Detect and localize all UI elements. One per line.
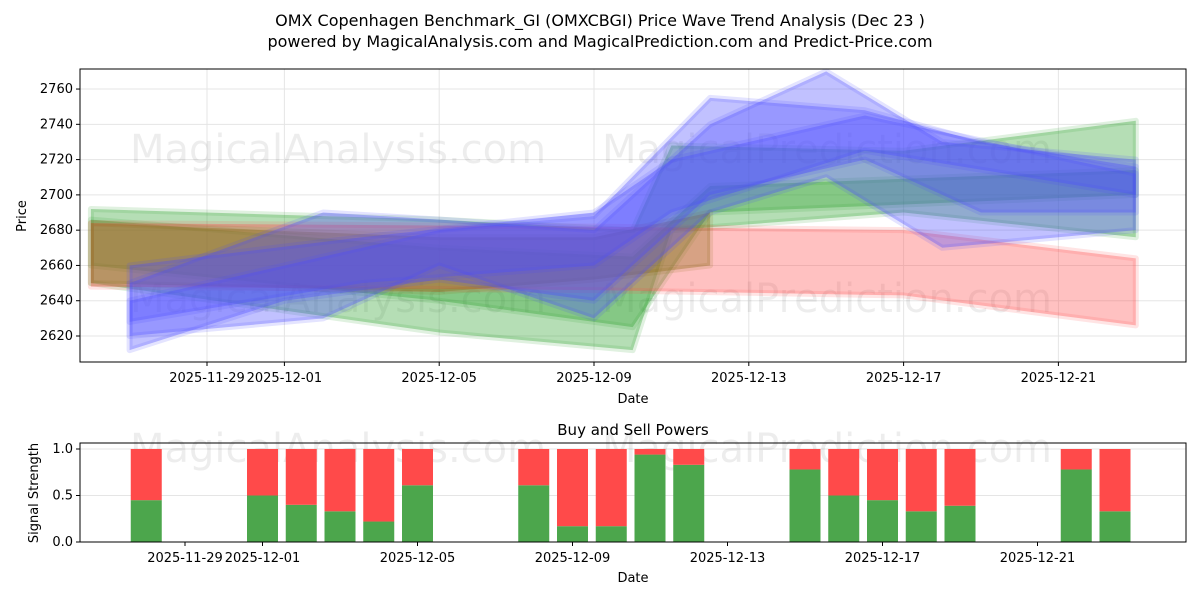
x-tick-label: 2025-12-09: [535, 551, 611, 566]
plot-frame: [79, 68, 1187, 363]
buy-bar: [557, 526, 588, 542]
x-tick-label: 2025-11-29: [169, 371, 245, 386]
y-tick-label: 2720: [40, 153, 73, 168]
buy-bar: [867, 500, 898, 542]
watermark: MagicalAnalysis.com: [130, 276, 546, 322]
buy-bar: [130, 500, 162, 542]
sell-bar: [285, 449, 317, 505]
sell-bar: [828, 449, 860, 496]
buy-bar: [247, 495, 278, 542]
y-tick-label: 0.0: [52, 535, 73, 550]
watermark: MagicalPrediction.com: [602, 426, 1052, 472]
sell-bar: [1099, 449, 1131, 512]
price-band: [87, 117, 1139, 354]
sell-bar: [1060, 449, 1092, 470]
sell-bar: [557, 449, 588, 527]
sell-bar: [247, 449, 278, 496]
buy-bar: [944, 505, 976, 542]
y-tick-label: 2700: [40, 188, 73, 203]
y-tick-label: 2680: [40, 223, 73, 238]
buy-bar: [828, 495, 860, 542]
y-tick-label: 2640: [40, 294, 73, 309]
price-chart: 2620 2640 2660 2680 2700 2720 2740 2760 2025-11-…: [15, 68, 1187, 407]
signal-chart: Buy and Sell Powers0.00.51.0MagicalAnaly…: [27, 421, 1187, 586]
buy-bar: [789, 469, 821, 542]
buy-bar: [634, 454, 666, 542]
plot-frame: [79, 442, 1187, 543]
sell-bar: [944, 449, 976, 506]
sell-bar: [324, 449, 356, 512]
x-tick-label: 2025-12-09: [556, 371, 632, 386]
sell-bar: [905, 449, 937, 512]
price-band: [126, 112, 1139, 325]
sell-bar: [363, 449, 395, 522]
buy-bar: [1060, 469, 1092, 542]
price-band: [87, 220, 1139, 329]
x-axis-label: Date: [617, 392, 648, 407]
sell-bar: [789, 449, 821, 470]
y-axis-label: Price: [15, 200, 30, 232]
x-axis-label: Date: [617, 571, 648, 586]
sell-bar: [130, 449, 162, 501]
chart-title: OMX Copenhagen Benchmark_GI (OMXCBGI) Pr…: [275, 11, 925, 31]
buy-bar: [673, 464, 705, 542]
buy-bar: [1099, 511, 1131, 542]
buy-bar: [363, 521, 395, 542]
sell-bar: [595, 449, 627, 527]
y-tick-label: 0.5: [52, 489, 73, 504]
y-tick-label: 1.0: [52, 442, 73, 457]
buy-bar: [285, 504, 317, 542]
watermark: MagicalAnalysis.com: [130, 127, 546, 173]
price-band: [87, 209, 714, 295]
x-tick-label: 2025-12-21: [1000, 551, 1076, 566]
buy-bar: [324, 511, 356, 542]
x-tick-label: 2025-12-13: [690, 551, 766, 566]
watermark: MagicalPrediction.com: [602, 127, 1052, 173]
y-axis-label: Signal Strength: [27, 443, 42, 543]
price-band: [126, 94, 1139, 354]
sell-bar: [402, 449, 433, 486]
y-tick-label: 2740: [40, 117, 73, 132]
sell-bar: [634, 449, 666, 455]
sell-bar: [867, 449, 898, 501]
buy-bar: [518, 485, 550, 542]
x-tick-label: 2025-12-01: [225, 551, 301, 566]
x-tick-label: 2025-12-13: [711, 371, 787, 386]
sell-bar: [673, 449, 705, 465]
chart-subtitle: powered by MagicalAnalysis.com and Magic…: [267, 32, 932, 51]
sell-bar: [518, 449, 550, 486]
watermark: MagicalPrediction.com: [602, 276, 1052, 322]
plot-area: [80, 69, 1186, 362]
y-tick-label: 2760: [40, 82, 73, 97]
x-tick-label: 2025-12-17: [866, 371, 942, 386]
buy-bar: [905, 511, 937, 542]
y-tick-label: 2620: [40, 329, 73, 344]
x-tick-label: 2025-12-05: [380, 551, 456, 566]
buy-bar: [402, 485, 433, 542]
subchart-title: Buy and Sell Powers: [557, 421, 709, 439]
x-tick-label: 2025-12-21: [1021, 371, 1097, 386]
x-tick-label: 2025-11-29: [147, 551, 223, 566]
price-band: [126, 68, 1139, 339]
x-tick-label: 2025-12-05: [401, 371, 477, 386]
price-band: [87, 167, 1139, 331]
y-tick-label: 2660: [40, 258, 73, 273]
x-tick-label: 2025-12-17: [845, 551, 921, 566]
x-tick-label: 2025-12-01: [247, 371, 323, 386]
buy-bar: [595, 526, 627, 542]
